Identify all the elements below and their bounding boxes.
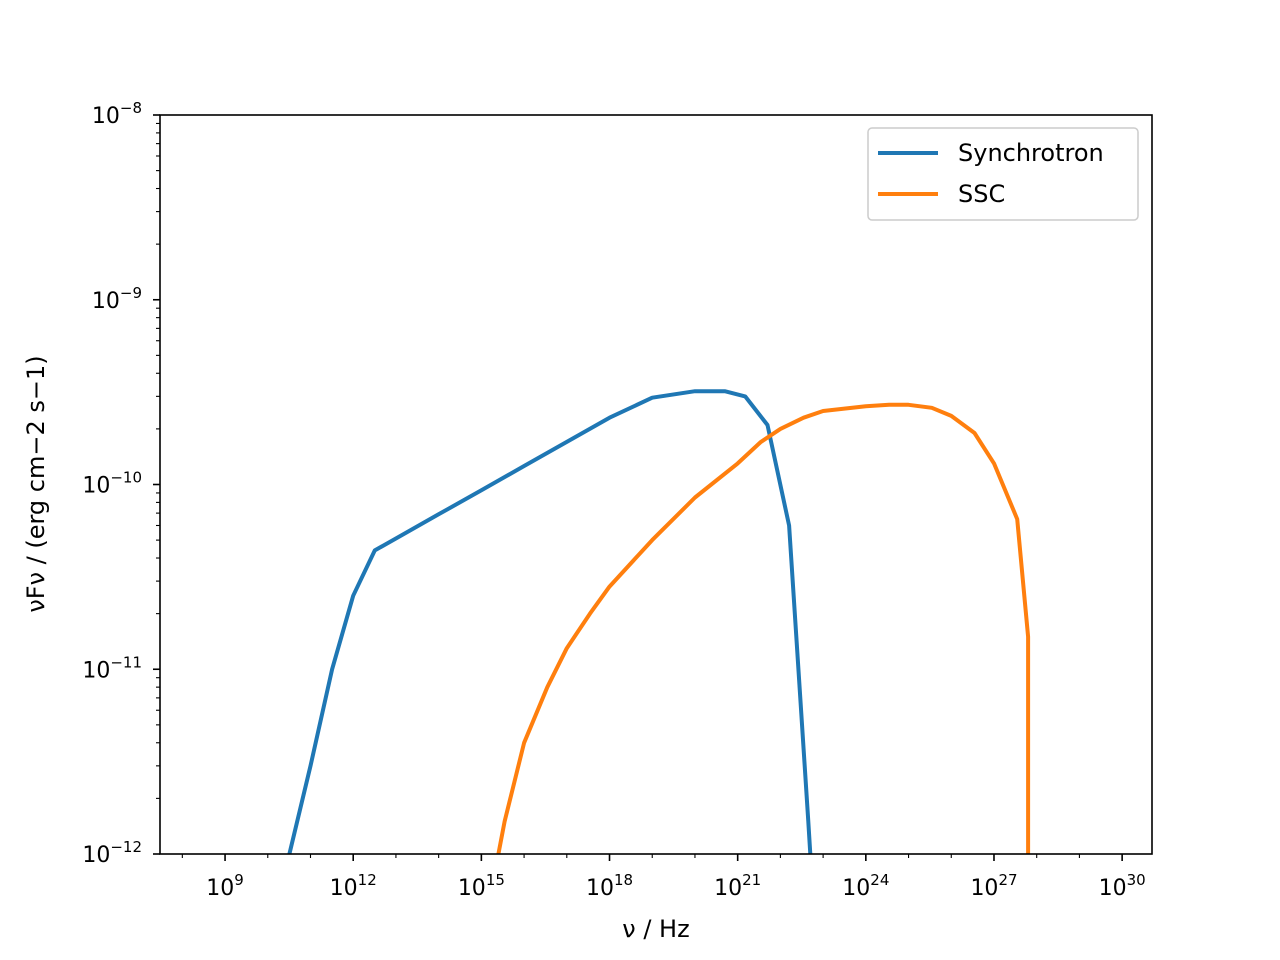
x-tick-label: 1024 xyxy=(842,871,889,901)
x-tick-exponent: 15 xyxy=(486,871,505,889)
x-tick-exponent: 21 xyxy=(742,871,761,889)
series-layer xyxy=(287,389,1031,854)
x-tick-base: 10 xyxy=(714,876,742,901)
y-tick-base: 10 xyxy=(82,843,110,868)
x-tick-label: 1030 xyxy=(1099,871,1146,901)
series-line-ssc xyxy=(496,402,1031,854)
x-tick-label: 1012 xyxy=(330,871,377,901)
y-tick-base: 10 xyxy=(82,658,110,683)
x-tick-label: 109 xyxy=(206,871,244,901)
series-line-synchrotron xyxy=(287,389,813,854)
y-tick-exponent: −9 xyxy=(120,284,142,302)
x-tick-exponent: 18 xyxy=(614,871,633,889)
y-tick-label: 10−9 xyxy=(92,284,142,314)
x-tick-base: 10 xyxy=(586,876,614,901)
x-axis-label: ν / Hz xyxy=(622,915,689,943)
y-tick-exponent: −10 xyxy=(110,469,142,487)
legend-label-ssc: SSC xyxy=(958,180,1005,208)
y-tick-base: 10 xyxy=(92,104,120,129)
x-tick-exponent: 9 xyxy=(234,871,244,889)
y-tick-exponent: −12 xyxy=(110,838,142,856)
x-tick-base: 10 xyxy=(970,876,998,901)
y-tick-exponent: −11 xyxy=(110,653,142,671)
y-tick-label: 10−11 xyxy=(82,653,142,683)
y-axis-label: νFν / (erg cm−2 s−1) xyxy=(22,355,50,612)
legend: Synchrotron SSC xyxy=(867,127,1139,221)
y-tick-label: 10−10 xyxy=(82,469,142,499)
y-tick-label: 10−8 xyxy=(92,99,142,129)
plot-frame xyxy=(159,114,1153,855)
x-tick-label: 1027 xyxy=(970,871,1017,901)
x-tick-label: 1018 xyxy=(586,871,633,901)
x-tick-label: 1021 xyxy=(714,871,761,901)
x-tick-base: 10 xyxy=(206,876,234,901)
x-tick-label: 1015 xyxy=(458,871,505,901)
x-tick-exponent: 24 xyxy=(870,871,889,889)
y-tick-base: 10 xyxy=(82,474,110,499)
major-ticks xyxy=(153,114,1123,861)
x-tick-exponent: 30 xyxy=(1127,871,1146,889)
x-tick-base: 10 xyxy=(1099,876,1127,901)
x-tick-exponent: 12 xyxy=(358,871,377,889)
y-tick-base: 10 xyxy=(92,289,120,314)
legend-label-synchrotron: Synchrotron xyxy=(958,139,1104,167)
x-tick-base: 10 xyxy=(842,876,870,901)
x-tick-base: 10 xyxy=(458,876,486,901)
x-tick-exponent: 27 xyxy=(998,871,1017,889)
y-tick-exponent: −8 xyxy=(120,99,142,117)
x-tick-base: 10 xyxy=(330,876,358,901)
y-tick-label: 10−12 xyxy=(82,838,142,868)
x-tick-labels: 109 1012 1015 1018 1021 1024 1027 1030 xyxy=(206,871,1145,901)
